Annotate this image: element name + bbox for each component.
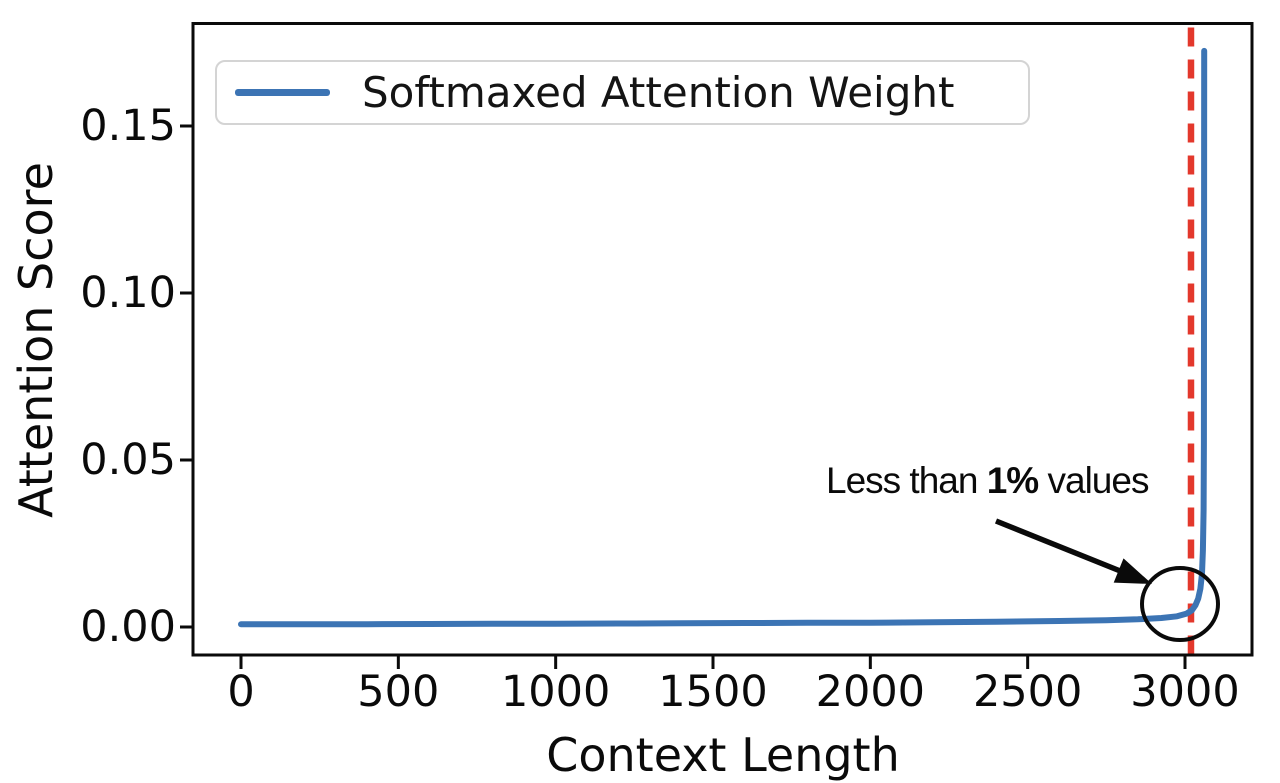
y-tick-label-0.15: 0.15 bbox=[80, 101, 176, 151]
plot-border bbox=[191, 22, 1254, 657]
x-tick-label-2000: 2000 bbox=[815, 667, 926, 717]
annotation-text-suffix: values bbox=[1038, 460, 1149, 501]
annotation-arrow-shaft bbox=[994, 518, 1121, 574]
legend-label: Softmaxed Attention Weight bbox=[362, 67, 955, 117]
x-tick-label-0: 0 bbox=[227, 667, 255, 717]
annotation-text: Less than 1% values bbox=[826, 460, 1149, 501]
legend: Softmaxed Attention Weight bbox=[215, 60, 1030, 125]
attention-curve bbox=[238, 47, 1208, 628]
y-tick-label-0.05: 0.05 bbox=[80, 435, 176, 485]
annotation-arrow-head bbox=[1113, 558, 1152, 584]
x-tick-label-3000: 3000 bbox=[1130, 667, 1240, 717]
x-tick-label-2500: 2500 bbox=[972, 667, 1083, 717]
x-axis-label: Context Length bbox=[546, 728, 900, 782]
annotation-circle bbox=[1140, 566, 1220, 642]
annotation-text-prefix: Less than bbox=[826, 460, 987, 501]
annotation-text-bold: 1% bbox=[986, 460, 1039, 501]
legend-line-sample bbox=[235, 89, 330, 96]
x-tick-label-1500: 1500 bbox=[658, 667, 768, 717]
x-tick-label-500: 500 bbox=[357, 667, 440, 717]
x-tick-label-1000: 1000 bbox=[500, 667, 611, 717]
y-axis-label: Attention Score bbox=[9, 162, 63, 518]
y-tick-label-0.10: 0.10 bbox=[80, 268, 176, 318]
y-tick-label-0.00: 0.00 bbox=[80, 602, 176, 652]
